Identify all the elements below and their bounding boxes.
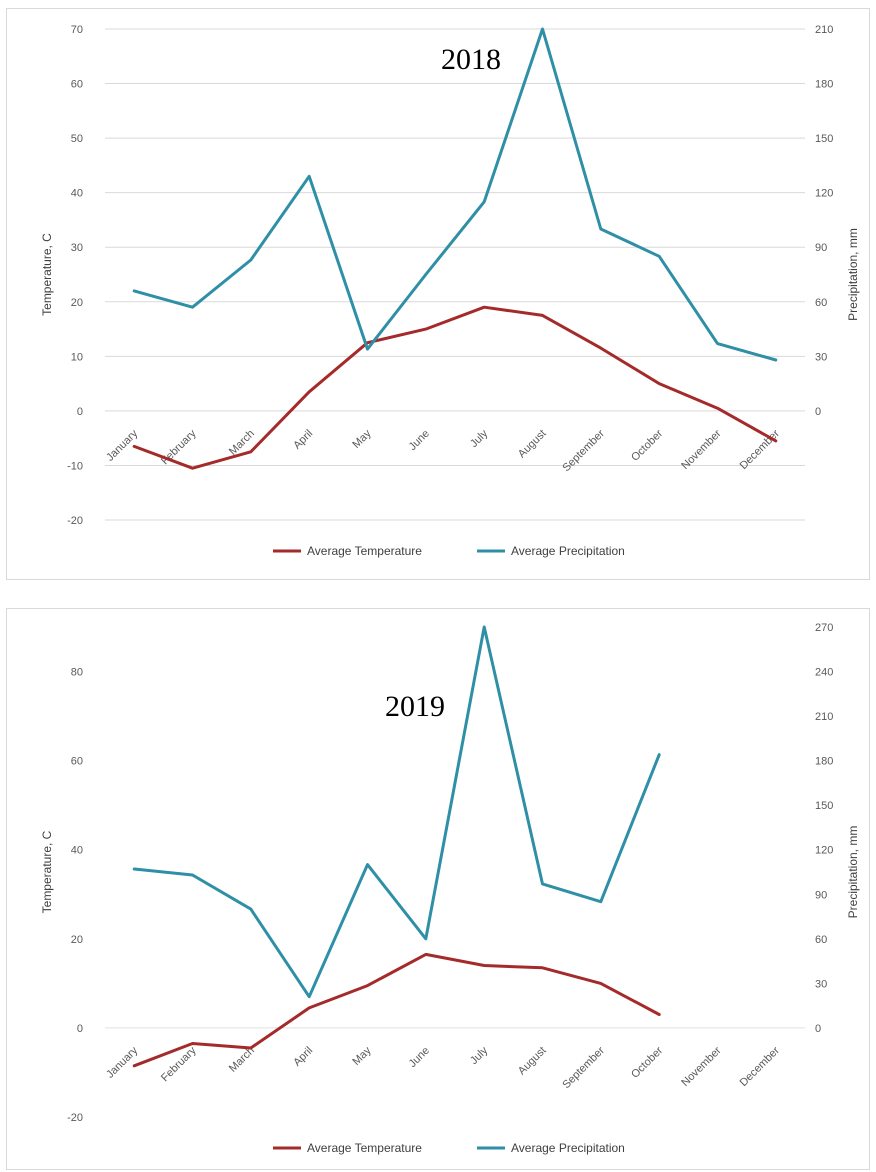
y2-tick-label: 90 [815, 889, 827, 901]
y-axis-title: Temperature, C [40, 830, 54, 913]
x-tick-label: June [407, 1045, 432, 1070]
y2-tick-label: 120 [815, 845, 833, 857]
y2-axis-title: Precipitation, mm [846, 228, 860, 321]
y-tick-label: -20 [67, 1112, 83, 1124]
x-tick-label: October [629, 427, 665, 463]
x-tick-label: April [291, 428, 315, 452]
y-tick-label: 20 [71, 297, 83, 309]
chart-panel-2019: -20 0 20 40 60 80 0 30 60 90 120 150 180 210 240 270 Jan… [6, 608, 870, 1170]
x-tick-label: May [350, 1044, 374, 1068]
y2-tick-label: 0 [815, 406, 821, 418]
x-tick-label: September [560, 1044, 607, 1091]
y2-tick-label: 30 [815, 978, 827, 990]
x-tick-label: April [291, 1045, 315, 1069]
y2-tick-label: 240 [815, 667, 833, 679]
y2-tick-label: 180 [815, 756, 833, 768]
y-axis-title: Temperature, C [40, 233, 54, 316]
legend-label: Average Temperature [307, 544, 422, 558]
y2-tick-label: 180 [815, 79, 833, 91]
y-tick-label: 40 [71, 845, 83, 857]
temperature-series-line [132, 305, 778, 470]
y2-tick-label: 210 [815, 24, 833, 36]
y2-tick-label: 150 [815, 800, 833, 812]
y2-tick-label: 90 [815, 242, 827, 254]
y2-tick-label: 120 [815, 188, 833, 200]
y-tick-label: 50 [71, 133, 83, 145]
y-tick-label: 80 [71, 667, 83, 679]
x-tick-label: June [407, 428, 432, 453]
temperature-series-line [132, 952, 661, 1068]
chart-panel-2018: -20 -10 0 10 20 30 40 50 60 70 0 30 60 90 120 150 180 210… [6, 8, 870, 580]
y-tick-label: 30 [71, 242, 83, 254]
chart-title: 2018 [441, 43, 501, 76]
y-tick-label: -10 [67, 460, 83, 472]
y-tick-label: 70 [71, 24, 83, 36]
x-tick-label: September [560, 427, 607, 474]
x-tick-label: February [159, 427, 199, 467]
x-tick-label: July [468, 427, 491, 450]
x-tick-label: December [738, 1044, 783, 1089]
x-tick-label: October [629, 1044, 665, 1080]
y-tick-label: -20 [67, 515, 83, 527]
y2-tick-label: 210 [815, 711, 833, 723]
y2-axis-title: Precipitation, mm [846, 826, 860, 919]
y2-tick-label: 270 [815, 622, 833, 634]
y2-tick-label: 60 [815, 934, 827, 946]
x-tick-label: November [679, 1044, 724, 1089]
x-tick-label: January [104, 1044, 141, 1081]
y-tick-label: 60 [71, 79, 83, 91]
y-tick-label: 0 [77, 406, 83, 418]
x-tick-label: July [468, 1044, 491, 1067]
y2-tick-label: 0 [815, 1023, 821, 1035]
y2-tick-label: 150 [815, 133, 833, 145]
x-tick-label: August [516, 428, 549, 461]
y-tick-label: 0 [77, 1023, 83, 1035]
x-tick-label: August [516, 1045, 549, 1078]
legend-label: Average Precipitation [511, 1141, 625, 1155]
y2-tick-label: 30 [815, 351, 827, 363]
legend-label: Average Precipitation [511, 544, 625, 558]
chart-2018: -20 -10 0 10 20 30 40 50 60 70 0 30 60 90 120 150 180 210… [40, 24, 860, 558]
y2-tick-label: 60 [815, 297, 827, 309]
legend-label: Average Temperature [307, 1141, 422, 1155]
x-tick-label: May [350, 427, 374, 451]
y-tick-label: 60 [71, 756, 83, 768]
x-tick-label: February [159, 1044, 199, 1084]
precipitation-series-line [132, 27, 778, 362]
y-tick-label: 20 [71, 934, 83, 946]
chart-2019: -20 0 20 40 60 80 0 30 60 90 120 150 180 210 240 270 Jan… [40, 622, 860, 1155]
x-tick-label: March [227, 1045, 257, 1075]
y-tick-label: 10 [71, 351, 83, 363]
chart-title: 2019 [385, 690, 445, 723]
precipitation-series-line [132, 625, 661, 999]
y-tick-label: 40 [71, 188, 83, 200]
